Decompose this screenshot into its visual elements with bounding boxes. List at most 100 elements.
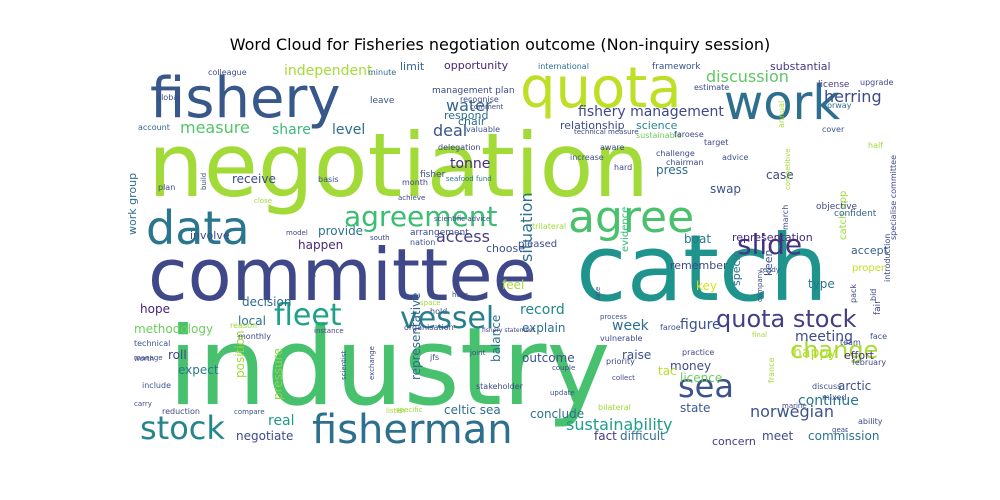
word-plan: plan	[158, 183, 175, 192]
word-key: key	[696, 279, 717, 293]
word-substantial: substantial	[770, 60, 831, 73]
word-ability: ability	[858, 417, 883, 426]
word-pack: pack	[849, 284, 858, 303]
word-evidence: evidence	[620, 207, 631, 252]
word-objective: objective	[816, 202, 858, 212]
word-valuable: valuable	[466, 125, 500, 134]
word-international: international	[538, 62, 589, 71]
word-faroe: faroe	[660, 323, 681, 332]
word-science: science	[636, 119, 678, 132]
word-scientist: scientist	[340, 350, 348, 380]
word-build: build	[200, 173, 208, 190]
word-work-group: work group	[126, 173, 139, 235]
word-target: target	[704, 138, 728, 147]
word-specific: specific	[396, 406, 423, 414]
word-quota: quota	[520, 56, 682, 121]
word-technical: technical	[134, 339, 170, 348]
word-compare: compare	[234, 408, 265, 416]
word-space: space	[420, 299, 441, 307]
word-confident: confident	[834, 209, 877, 219]
word-manage: manage	[134, 354, 163, 362]
word-month: month	[402, 178, 428, 187]
word-concern: concern	[712, 435, 756, 448]
word-account: account	[138, 123, 170, 132]
word-work: work	[724, 75, 840, 131]
word-introduction: introduction	[883, 234, 892, 282]
word-annual: annual	[777, 101, 786, 128]
word-celtic-sea: celtic sea	[444, 403, 501, 417]
word-comment: comment	[470, 103, 504, 111]
word-vessel: vessel	[400, 301, 494, 336]
word-arrangement: arrangement	[410, 228, 469, 238]
word-swap: swap	[710, 182, 741, 196]
word-discussion: discussion	[706, 67, 789, 86]
word-state: state	[680, 401, 710, 415]
word-hard: hard	[614, 163, 632, 172]
word-competitive: competitive	[784, 148, 792, 190]
word-fishery-management: fishery management	[578, 104, 724, 120]
word-leave: leave	[370, 96, 395, 106]
word-gear: gear	[832, 426, 848, 434]
word-methodology: methodology	[134, 322, 213, 336]
word-france: france	[767, 358, 776, 383]
word-slide: slide	[737, 228, 802, 261]
word-position: position	[233, 330, 247, 378]
word-roll: roll	[168, 348, 187, 362]
word-technical-measure: technical measure	[574, 128, 639, 136]
word-march: march	[781, 205, 790, 230]
word-decision: decision	[242, 295, 291, 309]
word-fisher: fisher	[420, 170, 446, 180]
word-proper: proper	[852, 263, 886, 274]
word-increase: increase	[570, 153, 604, 162]
word-remember: remember	[670, 259, 728, 272]
word-licence: licence	[680, 371, 722, 385]
word-basis: basis	[318, 175, 339, 184]
word-representative: representative	[409, 292, 423, 380]
word-respond: respond	[444, 109, 488, 122]
word-feel: feel	[502, 278, 524, 292]
word-negotiation: negotiation	[148, 114, 649, 217]
word-model: model	[286, 229, 308, 237]
word-stock: stock	[140, 409, 225, 447]
word-real: real	[268, 413, 295, 429]
word-seafood-fund: seafood fund	[446, 175, 492, 183]
word-minute: minute	[368, 68, 396, 77]
word-priority: priority	[606, 357, 635, 366]
word-process: process	[600, 313, 627, 321]
word-carry: carry	[134, 400, 152, 408]
word-involve: involve	[190, 229, 230, 242]
word-level: level	[332, 122, 365, 138]
word-boat: boat	[684, 232, 711, 246]
word-listen: listen	[386, 407, 405, 415]
word-independent: independent	[284, 63, 373, 79]
word-include: include	[142, 381, 171, 390]
word-share: share	[272, 122, 311, 138]
word-data: data	[146, 201, 250, 255]
word-management-plan: management plan	[432, 86, 515, 96]
word-late: late	[594, 287, 602, 300]
word-nation: nation	[410, 238, 435, 247]
word-outcome: outcome	[522, 351, 575, 365]
word-final: final	[752, 331, 767, 339]
word-scientific-advice: scientific advice	[434, 215, 490, 223]
word-access: access	[436, 227, 490, 246]
word-team: team	[840, 338, 861, 347]
word-figure: figure	[680, 317, 721, 333]
word-provide: provide	[318, 224, 363, 238]
word-agreement: agreement	[344, 200, 498, 233]
word-catch-app: catch app	[838, 191, 849, 240]
word-case: case	[766, 168, 794, 182]
word-license: license	[818, 80, 850, 90]
word-achieve: achieve	[398, 194, 425, 202]
word-ready: ready	[760, 266, 780, 274]
word-limit: limit	[400, 60, 425, 73]
word-sustainable: sustainable	[636, 131, 682, 140]
word-organisation: organisation	[404, 323, 454, 332]
word-framework: framework	[652, 62, 701, 72]
word-change: change	[790, 336, 878, 364]
word-meeting: meeting	[795, 329, 853, 345]
word-industry: industry	[168, 305, 610, 430]
word-reason: reason	[230, 321, 257, 330]
